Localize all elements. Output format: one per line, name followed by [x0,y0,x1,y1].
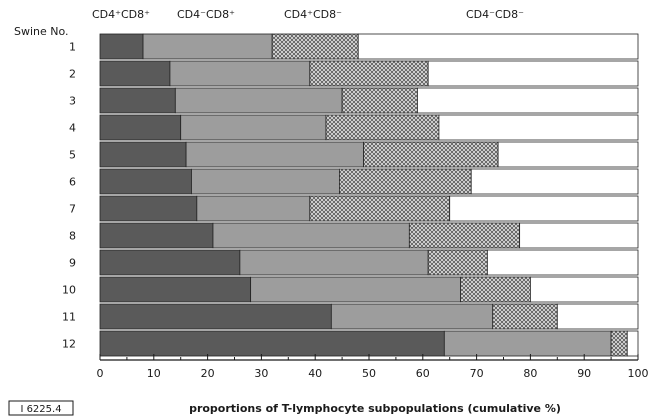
bar-segment-swine-9-cd4pos-cd8pos [99,249,241,276]
bar-segment-swine-6-cd4neg-cd8neg [470,168,639,195]
figure-id-label: I 6225.4 [20,404,61,415]
x-axis-title: proportions of T-lymphocyte subpopulatio… [189,402,561,415]
bar-segment-swine-1-cd4neg-cd8neg [357,33,639,60]
bar-segment-swine-9-cd4neg-cd8neg [486,249,639,276]
x-tick-label-10: 10 [147,367,161,380]
y-tick-label-swine-5: 5 [69,149,76,162]
y-tick-label-swine-2: 2 [69,68,76,81]
bar-segment-swine-8-cd4pos-cd8pos [99,222,214,249]
x-tick-label-0: 0 [97,367,104,380]
bar-segment-swine-7-cd4pos-cd8neg [309,195,451,222]
bar-segment-swine-7-cd4neg-cd8pos [196,195,311,222]
x-tick-label-60: 60 [416,367,430,380]
y-tick-label-swine-10: 10 [62,284,76,297]
legend-label-cd4neg-cd8neg: CD4⁻CD8⁻ [466,8,524,21]
bar-segment-swine-2-cd4neg-cd8neg [427,60,639,87]
bar-segment-swine-10-cd4neg-cd8pos [250,276,461,303]
x-tick-label-30: 30 [254,367,268,380]
x-tick-label-40: 40 [308,367,322,380]
bar-segment-swine-11-cd4pos-cd8pos [99,303,332,330]
bar-segment-swine-1-cd4pos-cd8pos [99,33,144,60]
bar-segment-swine-6-cd4pos-cd8pos [99,168,192,195]
bar-segment-swine-2-cd4pos-cd8pos [99,60,171,87]
bar-segment-swine-9-cd4neg-cd8pos [239,249,429,276]
bar-segment-swine-12-cd4neg-cd8pos [443,330,612,357]
y-tick-label-swine-1: 1 [69,41,76,54]
bar-segment-swine-6-cd4neg-cd8pos [191,168,340,195]
bar-segment-swine-2-cd4pos-cd8neg [309,60,429,87]
x-axis: 0 10 20 30 40 50 60 70 80 90 100 [97,354,649,380]
bar-segment-swine-7-cd4pos-cd8pos [99,195,198,222]
bar-segment-swine-5-cd4neg-cd8neg [497,141,639,168]
bar-segment-swine-6-cd4pos-cd8neg [339,168,472,195]
bar-segment-swine-9-cd4pos-cd8neg [427,249,488,276]
bar-segment-swine-1-cd4pos-cd8neg [271,33,359,60]
figure-id-box [8,400,74,416]
bar-segment-swine-5-cd4pos-cd8pos [99,141,187,168]
bar-segment-swine-3-cd4neg-cd8pos [174,87,343,114]
bar-segment-swine-5-cd4pos-cd8neg [363,141,499,168]
legend-label-cd4neg-cd8pos: CD4⁻CD8⁺ [177,8,235,21]
x-tick-label-80: 80 [523,367,537,380]
bar-segment-swine-7-cd4neg-cd8neg [449,195,639,222]
bar-segment-swine-2-cd4neg-cd8pos [169,60,311,87]
legend-label-cd4pos-cd8pos: CD4⁺CD8⁺ [92,8,150,21]
bar-segment-swine-8-cd4pos-cd8neg [408,222,521,249]
bar-segment-swine-8-cd4neg-cd8neg [519,222,639,249]
y-tick-label-swine-9: 9 [69,257,76,270]
y-tick-label-swine-12: 12 [62,338,76,351]
x-tick-label-100: 100 [628,367,649,380]
bar-segment-swine-11-cd4pos-cd8neg [492,303,558,330]
bar-segment-swine-4-cd4neg-cd8neg [438,114,639,141]
bar-segment-swine-12-cd4pos-cd8neg [610,330,628,357]
x-tick-label-50: 50 [362,367,376,380]
y-tick-label-swine-4: 4 [69,122,76,135]
y-tick-label-swine-8: 8 [69,230,76,243]
x-tick-label-70: 70 [470,367,484,380]
y-tick-label-swine-7: 7 [69,203,76,216]
bar-segment-swine-4-cd4neg-cd8pos [180,114,327,141]
bar-segment-swine-11-cd4neg-cd8neg [556,303,639,330]
bar-segment-swine-3-cd4neg-cd8neg [417,87,639,114]
bar-segment-swine-10-cd4pos-cd8neg [460,276,531,303]
bar-segment-swine-5-cd4neg-cd8pos [185,141,365,168]
y-tick-label-swine-6: 6 [69,176,76,189]
bar-segment-swine-8-cd4neg-cd8pos [212,222,410,249]
legend-label-cd4pos-cd8neg: CD4⁺CD8⁻ [284,8,342,21]
bar-segment-swine-12-cd4pos-cd8pos [99,330,445,357]
x-tick-label-90: 90 [577,367,591,380]
bars-group [99,33,639,357]
bar-segment-swine-11-cd4neg-cd8pos [330,303,494,330]
bar-segment-swine-12-cd4neg-cd8neg [626,330,639,357]
bar-segment-swine-4-cd4pos-cd8pos [99,114,182,141]
bar-segment-swine-3-cd4pos-cd8neg [341,87,418,114]
bar-segment-swine-4-cd4pos-cd8neg [325,114,440,141]
y-axis-title: Swine No. [14,25,69,38]
bar-segment-swine-10-cd4neg-cd8neg [530,276,639,303]
bar-segment-swine-3-cd4pos-cd8pos [99,87,176,114]
x-tick-label-20: 20 [201,367,215,380]
y-tick-label-swine-11: 11 [62,311,76,324]
y-tick-label-swine-3: 3 [69,95,76,108]
bar-segment-swine-10-cd4pos-cd8pos [99,276,252,303]
bar-segment-swine-1-cd4neg-cd8pos [142,33,273,60]
